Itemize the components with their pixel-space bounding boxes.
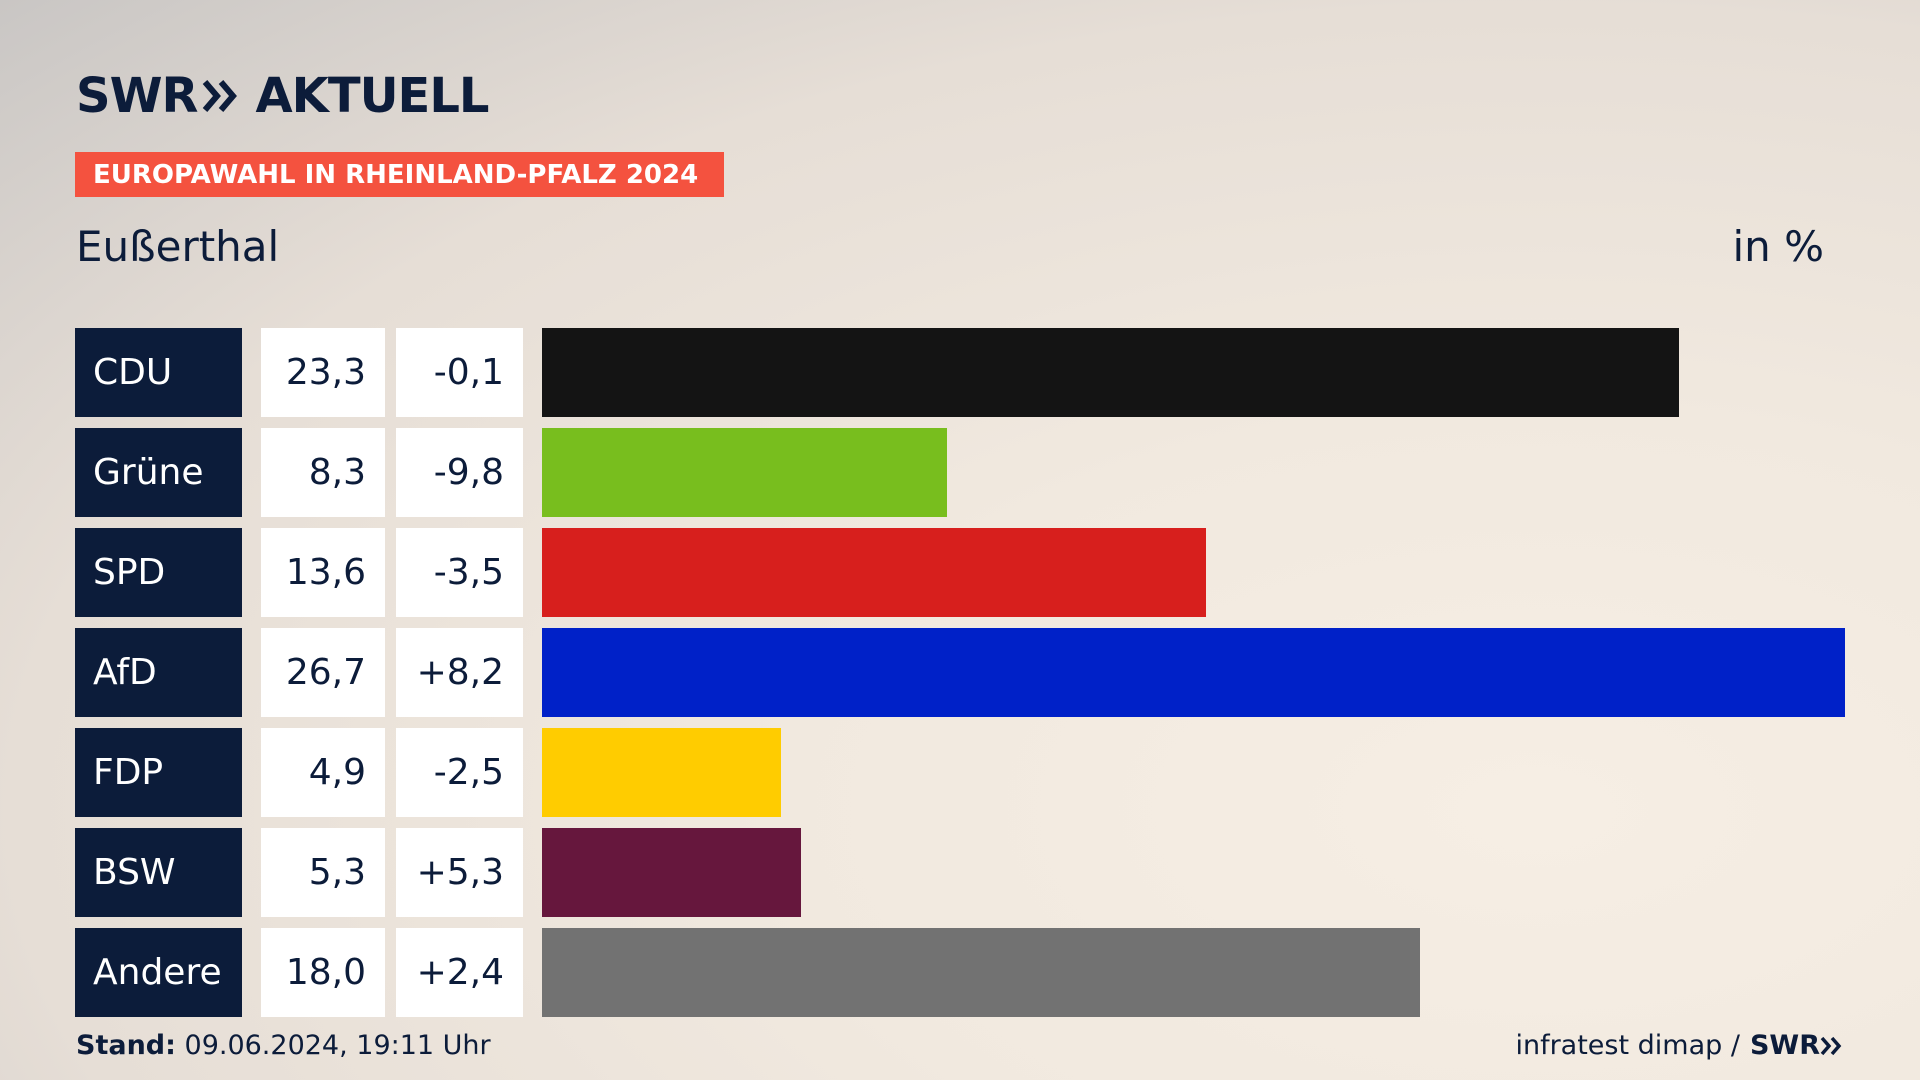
vote-share-value: 4,9 xyxy=(261,728,385,817)
swr-aktuell-logo: SWR AKTUELL xyxy=(76,68,490,124)
result-bar xyxy=(542,828,801,917)
vote-change-value: -9,8 xyxy=(396,428,523,517)
vote-change-value: +8,2 xyxy=(396,628,523,717)
vote-share-value: 18,0 xyxy=(261,928,385,1017)
vote-share-value: 23,3 xyxy=(261,328,385,417)
vote-share-value: 5,3 xyxy=(261,828,385,917)
small-logo-text: SWR xyxy=(1749,1030,1820,1061)
logo-aktuell-text: AKTUELL xyxy=(255,68,489,124)
source-credit: infratest dimap / SWR xyxy=(1515,1030,1844,1061)
vote-change-value: -2,5 xyxy=(396,728,523,817)
small-chevron-icon xyxy=(1820,1036,1842,1055)
swr-small-logo: SWR xyxy=(1750,1030,1844,1061)
vote-share-value: 8,3 xyxy=(261,428,385,517)
party-label: BSW xyxy=(75,828,242,917)
party-label: Andere xyxy=(75,928,242,1017)
result-bar xyxy=(542,928,1420,1017)
logo-swr-text: SWR xyxy=(76,68,198,124)
vote-change-value: +5,3 xyxy=(396,828,523,917)
result-bar xyxy=(542,728,781,817)
result-bar xyxy=(542,328,1679,417)
result-bar xyxy=(542,528,1206,617)
party-label: Grüne xyxy=(75,428,242,517)
source-text: infratest dimap / xyxy=(1515,1030,1740,1061)
chart-title: Eußerthal xyxy=(76,222,280,271)
timestamp: Stand: 09.06.2024, 19:11 Uhr xyxy=(76,1030,491,1061)
unit-label: in % xyxy=(1732,222,1824,271)
result-bar xyxy=(542,628,1845,717)
vote-share-value: 26,7 xyxy=(261,628,385,717)
party-label: AfD xyxy=(75,628,242,717)
vote-change-value: -3,5 xyxy=(396,528,523,617)
party-label: FDP xyxy=(75,728,242,817)
stand-value: 09.06.2024, 19:11 Uhr xyxy=(184,1030,491,1061)
vote-change-value: +2,4 xyxy=(396,928,523,1017)
stand-label: Stand: xyxy=(76,1030,176,1061)
double-chevron-icon xyxy=(201,79,241,113)
party-label: SPD xyxy=(75,528,242,617)
vote-share-value: 13,6 xyxy=(261,528,385,617)
election-tag: EUROPAWAHL IN RHEINLAND-PFALZ 2024 xyxy=(75,152,724,197)
result-bar xyxy=(542,428,947,517)
vote-change-value: -0,1 xyxy=(396,328,523,417)
party-label: CDU xyxy=(75,328,242,417)
